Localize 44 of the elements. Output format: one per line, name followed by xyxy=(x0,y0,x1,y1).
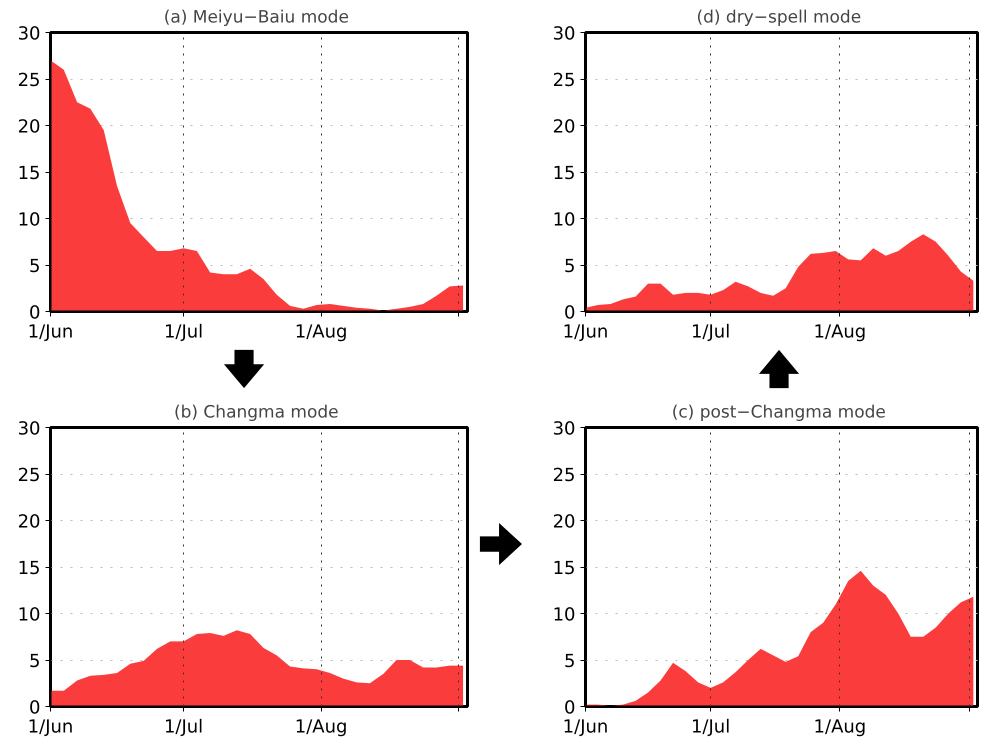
y-tick-label: 25 xyxy=(18,70,40,91)
x-tick-label: 1/Jun xyxy=(28,716,74,738)
x-tick-label: 1/Jul xyxy=(164,716,204,738)
y-tick-label: 10 xyxy=(552,604,576,626)
x-tick-label: 1/Aug xyxy=(814,716,866,738)
y-tick-label: 15 xyxy=(552,163,576,184)
chart-title: (b) Changma mode xyxy=(174,402,339,422)
x-tick-label: 1/Aug xyxy=(294,716,348,738)
x-tick-label: 1/Aug xyxy=(814,322,866,342)
x-tick-label: 1/Jun xyxy=(28,322,74,342)
y-tick-label: 20 xyxy=(18,512,40,532)
y-tick-label: 20 xyxy=(552,512,576,532)
y-tick-label: 5 xyxy=(564,256,576,277)
y-tick-label: 0 xyxy=(564,698,576,718)
y-tick-label: 5 xyxy=(29,256,40,277)
chart-title: (c) post−Changma mode xyxy=(672,402,886,422)
y-tick-label: 5 xyxy=(564,651,576,672)
y-tick-label: 5 xyxy=(29,651,40,672)
y-tick-label: 0 xyxy=(29,302,40,324)
y-tick-label: 20 xyxy=(18,116,40,138)
x-tick-label: 1/Jul xyxy=(690,716,730,738)
y-tick-label: 10 xyxy=(18,210,40,230)
y-tick-label: 30 xyxy=(552,418,576,440)
y-tick-label: 30 xyxy=(552,24,576,44)
x-tick-label: 1/Jul xyxy=(164,322,204,342)
x-tick-label: 1/Aug xyxy=(294,322,348,342)
y-tick-label: 15 xyxy=(552,558,576,579)
y-tick-label: 0 xyxy=(564,302,576,324)
x-tick-label: 1/Jun xyxy=(562,716,608,738)
y-tick-label: 25 xyxy=(552,465,576,486)
y-tick-label: 25 xyxy=(18,465,40,486)
y-tick-label: 10 xyxy=(18,604,40,626)
chart-title: (a) Meiyu−Baiu mode xyxy=(164,8,349,28)
y-tick-label: 15 xyxy=(18,163,40,184)
y-tick-label: 25 xyxy=(552,70,576,91)
y-tick-label: 30 xyxy=(18,24,40,44)
y-tick-label: 30 xyxy=(18,418,40,440)
chart-title: (d) dry−spell mode xyxy=(696,8,862,28)
x-tick-label: 1/Jun xyxy=(562,322,608,342)
y-tick-label: 20 xyxy=(552,116,576,138)
y-tick-label: 10 xyxy=(552,210,576,230)
y-tick-label: 15 xyxy=(18,558,40,579)
y-tick-label: 0 xyxy=(29,698,40,718)
x-tick-label: 1/Jul xyxy=(690,322,730,342)
